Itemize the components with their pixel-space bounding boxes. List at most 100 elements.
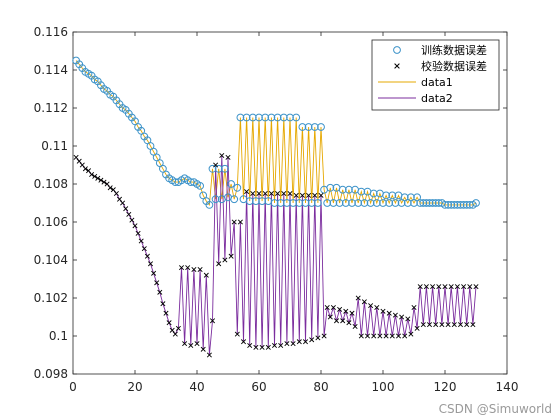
- check-error-point: [430, 284, 436, 290]
- check-error-point: [157, 289, 163, 295]
- train-error-point: [205, 201, 214, 209]
- train-error-point: [283, 199, 291, 207]
- train-error-point: [286, 113, 294, 122]
- check-error-point: [296, 339, 302, 345]
- check-error-point: [306, 192, 312, 198]
- check-error-point: [169, 327, 175, 333]
- check-error-point: [327, 314, 333, 320]
- check-error-point: [426, 322, 433, 328]
- train-error-point: [366, 199, 375, 207]
- check-error-point: [95, 175, 101, 181]
- y-tick-label: 0.114: [34, 63, 68, 77]
- check-error-point: [423, 284, 429, 290]
- check-error-point: [197, 266, 203, 273]
- train-error-point: [431, 199, 440, 207]
- check-error-point: [383, 333, 389, 339]
- check-error-point: [417, 284, 423, 290]
- check-error-point: [219, 152, 225, 159]
- check-error-point: [380, 308, 386, 314]
- train-error-point: [345, 185, 353, 194]
- check-error-point: [123, 206, 129, 212]
- check-error-point: [343, 308, 349, 314]
- check-error-point: [265, 344, 271, 350]
- train-error-point: [382, 191, 391, 200]
- train-error-point: [304, 123, 313, 131]
- y-tick-label: 0.102: [34, 291, 68, 305]
- train-error-point: [252, 197, 260, 206]
- check-error-point: [250, 190, 256, 197]
- check-error-point: [377, 333, 383, 339]
- legend-label: 校验数据误差: [421, 59, 487, 73]
- train-error-point: [335, 199, 344, 207]
- train-error-point: [456, 201, 465, 209]
- train-error-point: [273, 113, 282, 122]
- check-error-point: [436, 284, 442, 290]
- train-error-point: [348, 199, 356, 207]
- check-error-point: [253, 344, 259, 350]
- train-error-point: [236, 113, 245, 122]
- train-error-point: [422, 199, 431, 207]
- check-error-point: [284, 341, 290, 347]
- train-error-point: [372, 199, 381, 207]
- train-error-point: [447, 201, 456, 209]
- train-error-point: [255, 113, 263, 122]
- train-error-point: [329, 199, 338, 207]
- check-error-point: [138, 238, 144, 244]
- train-error-point: [292, 113, 301, 122]
- train-error-point: [289, 199, 298, 207]
- x-tick-label: 40: [189, 380, 204, 394]
- check-error-point: [135, 230, 141, 236]
- train-error-point: [453, 201, 462, 209]
- check-error-point: [405, 316, 411, 322]
- check-error-point: [141, 246, 147, 252]
- check-error-point: [324, 304, 330, 311]
- check-error-point: [113, 190, 119, 197]
- train-error-point: [391, 199, 400, 207]
- check-error-point: [386, 310, 392, 316]
- legend-label: data1: [421, 76, 453, 89]
- train-error-point: [462, 201, 471, 209]
- check-error-point: [262, 190, 268, 197]
- check-error-point: [346, 320, 352, 326]
- x-tick-label: 120: [434, 380, 457, 394]
- check-error-point: [414, 325, 420, 331]
- check-error-point: [101, 179, 107, 185]
- check-error-point: [98, 177, 104, 183]
- check-error-point: [451, 322, 457, 328]
- train-error-point: [270, 199, 279, 207]
- check-error-point: [185, 265, 191, 271]
- check-error-point: [470, 322, 476, 328]
- check-error-point: [275, 190, 281, 197]
- y-tick-label: 0.1: [49, 329, 68, 343]
- check-error-point: [330, 304, 336, 311]
- train-error-point: [261, 113, 270, 122]
- check-error-point: [151, 270, 157, 276]
- train-error-point: [472, 199, 480, 207]
- check-error-point: [76, 158, 82, 164]
- train-error-point: [326, 183, 335, 192]
- check-error-point: [389, 333, 395, 339]
- check-error-point: [172, 331, 178, 337]
- check-error-point: [349, 310, 355, 316]
- check-error-point: [166, 320, 172, 326]
- train-error-point: [314, 199, 322, 207]
- train-error-point: [276, 199, 285, 207]
- check-error-point: [244, 189, 250, 195]
- train-error-point: [444, 201, 453, 209]
- check-error-point: [268, 190, 274, 197]
- check-error-point: [203, 272, 209, 278]
- check-error-point: [312, 192, 318, 198]
- check-error-point: [454, 284, 460, 290]
- check-error-point: [110, 187, 116, 193]
- check-error-point: [445, 322, 451, 328]
- check-error-point: [402, 333, 408, 339]
- check-error-point: [163, 310, 169, 316]
- train-error-point: [295, 199, 304, 207]
- train-error-point: [227, 180, 236, 188]
- train-error-point: [301, 199, 310, 207]
- legend-label: 训练数据误差: [421, 43, 487, 57]
- check-error-point: [315, 335, 321, 341]
- check-error-point: [225, 154, 231, 160]
- check-error-point: [79, 162, 85, 168]
